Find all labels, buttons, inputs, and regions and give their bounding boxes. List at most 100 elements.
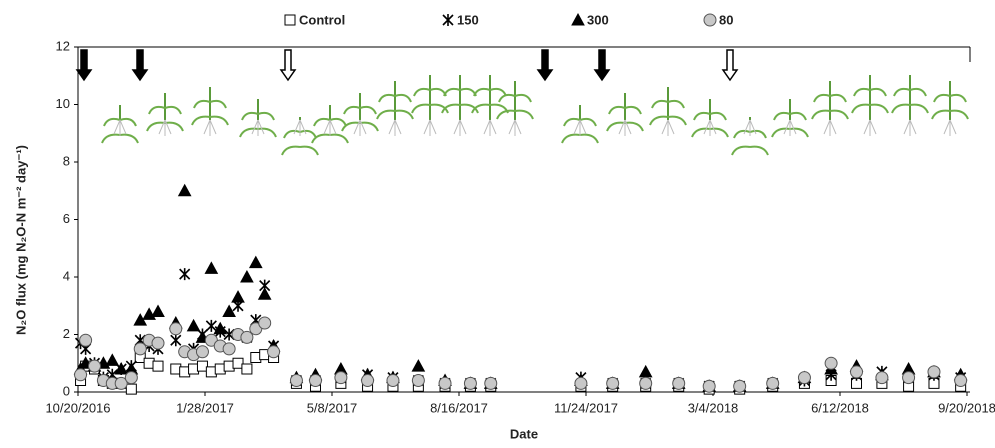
legend-label: 300 <box>587 12 609 27</box>
circle-marker <box>640 377 652 389</box>
black-arrow <box>77 50 91 80</box>
plant-roots <box>454 120 466 136</box>
crop-illustrations <box>102 75 968 155</box>
circle-marker <box>335 372 347 384</box>
event-arrows <box>77 50 737 80</box>
triangle-marker <box>179 185 191 196</box>
square-marker <box>126 384 136 394</box>
triangle-marker <box>152 306 164 317</box>
circle-marker <box>439 377 451 389</box>
plant-roots <box>944 120 956 136</box>
plant-roots <box>824 120 836 136</box>
legend-label: 150 <box>457 12 479 27</box>
triangle-marker <box>412 360 424 371</box>
circle-marker <box>387 375 399 387</box>
circle-marker <box>485 377 497 389</box>
triangle-marker <box>640 366 652 377</box>
plant-roots <box>389 120 401 136</box>
triangle-marker <box>250 257 262 268</box>
white-arrow <box>281 50 295 80</box>
x-tick-label: 1/28/2017 <box>176 400 234 415</box>
black-arrow <box>133 50 147 80</box>
plant-roots <box>424 120 436 136</box>
triangle-marker <box>205 262 217 273</box>
frame <box>78 47 970 62</box>
circle-marker <box>362 375 374 387</box>
circle-marker <box>673 377 685 389</box>
circle-marker <box>80 334 92 346</box>
legend-label: 80 <box>719 12 733 27</box>
circle-marker <box>412 375 424 387</box>
asterisk-marker <box>180 268 190 280</box>
y-axis-label: N₂O flux (mg N₂O-N m⁻² day⁻¹) <box>13 145 28 335</box>
circle-marker <box>928 366 940 378</box>
circle-marker <box>767 377 779 389</box>
circle-marker <box>704 14 716 26</box>
circle-marker <box>75 369 87 381</box>
circle-marker <box>825 357 837 369</box>
circle-marker <box>851 366 863 378</box>
x-tick-label: 10/20/2016 <box>45 400 110 415</box>
circle-marker <box>89 360 101 372</box>
circle-marker <box>125 372 137 384</box>
x-tick-label: 6/12/2018 <box>811 400 869 415</box>
legend-label: Control <box>299 12 345 27</box>
circle-marker <box>734 380 746 392</box>
x-tick-label: 9/20/2018 <box>938 400 995 415</box>
circle-marker <box>309 375 321 387</box>
circle-marker <box>703 380 715 392</box>
black-arrow <box>595 50 609 80</box>
y-tick-label: 4 <box>63 268 70 283</box>
triangle-marker <box>106 354 118 365</box>
x-tick-label: 3/4/2018 <box>688 400 739 415</box>
asterisk-marker <box>443 14 453 26</box>
triangle-marker <box>188 320 200 331</box>
plant-roots <box>484 120 496 136</box>
black-arrow <box>538 50 552 80</box>
plant-roots <box>574 120 586 136</box>
plant-roots <box>904 120 916 136</box>
triangle-marker <box>572 14 584 25</box>
plant-roots <box>204 120 216 136</box>
y-tick-label: 10 <box>56 96 70 111</box>
x-tick-label: 11/24/2017 <box>554 400 618 415</box>
plant-roots <box>509 120 521 136</box>
triangle-marker <box>232 291 244 302</box>
plant-roots <box>114 120 126 136</box>
y-tick-label: 6 <box>63 211 70 226</box>
chart: N₂O flux (mg N₂O-N m⁻² day⁻¹) Date 0 2 4 6 8… <box>0 0 995 443</box>
circle-marker <box>170 323 182 335</box>
square-marker <box>153 361 163 371</box>
plant-roots <box>744 120 756 136</box>
asterisk-marker <box>206 320 216 332</box>
circle-marker <box>955 375 967 387</box>
x-tick-label: 5/8/2017 <box>307 400 358 415</box>
plant-roots <box>662 120 674 136</box>
triangle-marker <box>241 271 253 282</box>
square-marker <box>285 15 295 25</box>
x-axis-label: Date <box>510 426 538 441</box>
square-marker <box>242 364 252 374</box>
circle-marker <box>152 337 164 349</box>
asterisk-marker <box>171 334 181 346</box>
circle-marker <box>259 317 271 329</box>
circle-marker <box>798 372 810 384</box>
circle-marker <box>876 372 888 384</box>
y-tick-label: 8 <box>63 153 70 168</box>
circle-marker <box>903 372 915 384</box>
plant-roots <box>864 120 876 136</box>
y-tick-label: 0 <box>63 383 70 398</box>
plant-roots <box>294 120 306 136</box>
x-tick-label: 8/16/2017 <box>430 400 488 415</box>
plant-roots <box>324 120 336 136</box>
y-tick-label: 12 <box>56 38 70 53</box>
circle-marker <box>290 375 302 387</box>
circle-marker <box>575 377 587 389</box>
circle-marker <box>223 343 235 355</box>
circle-marker <box>268 346 280 358</box>
white-arrow <box>723 50 737 80</box>
circle-marker <box>464 377 476 389</box>
circle-marker <box>607 377 619 389</box>
y-tick-label: 2 <box>63 326 70 341</box>
circle-marker <box>196 346 208 358</box>
